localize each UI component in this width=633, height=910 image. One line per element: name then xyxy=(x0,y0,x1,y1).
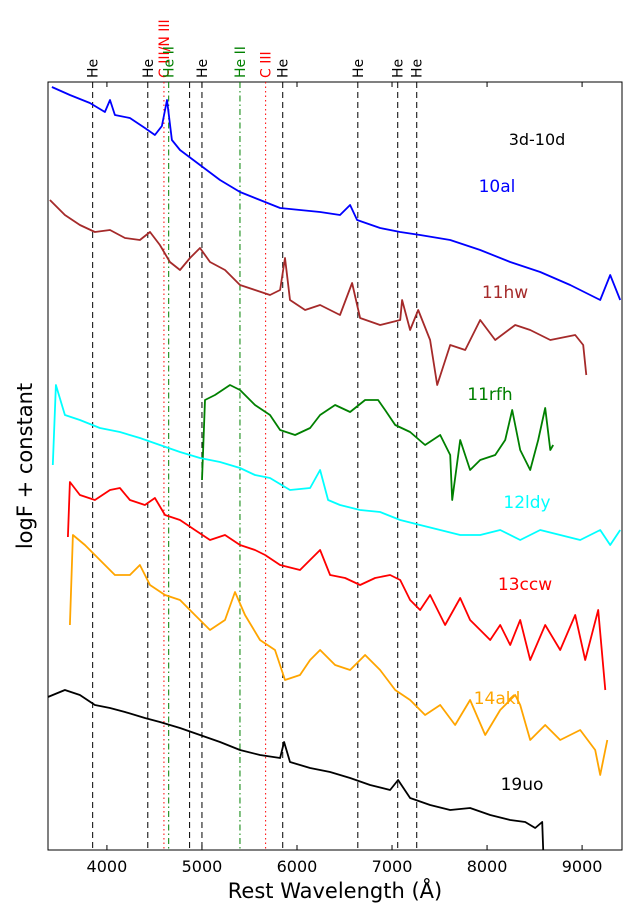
series-label: 14akl xyxy=(474,689,521,709)
line-label: He xyxy=(141,59,157,78)
series-label: 11hw xyxy=(482,283,528,303)
spectrum-line xyxy=(51,86,622,301)
y-axis-label: logF + constant xyxy=(13,383,37,549)
line-label: He xyxy=(195,59,211,78)
x-tick-label: 6000 xyxy=(277,857,318,876)
line-label: C III xyxy=(259,51,275,78)
spectrum-line xyxy=(49,199,588,386)
series-label: 11rfh xyxy=(467,385,512,405)
series-label: 12ldy xyxy=(503,493,550,513)
line-label: He II xyxy=(233,46,249,78)
spectrum-line xyxy=(47,689,545,851)
series-label: 10al xyxy=(479,177,516,197)
line-label: He xyxy=(86,59,102,78)
series-label: 13ccw xyxy=(498,575,552,595)
x-axis-label: Rest Wavelength (Å) xyxy=(228,877,442,903)
line-label: He xyxy=(391,59,407,78)
line-label: C III/N III xyxy=(157,19,173,78)
x-tick-label: 5000 xyxy=(182,857,223,876)
line-label: He xyxy=(276,59,292,78)
spectrum-line xyxy=(51,384,621,546)
x-tick-label: 9000 xyxy=(562,857,603,876)
line-label: He xyxy=(410,59,426,78)
line-label: He II xyxy=(162,46,178,78)
line-label: He xyxy=(351,59,367,78)
x-tick-label: 7000 xyxy=(372,857,413,876)
x-tick-label: 4000 xyxy=(87,857,128,876)
spectrum-line xyxy=(67,481,607,691)
plot-frame xyxy=(47,81,623,851)
series-label: 19uo xyxy=(501,775,544,795)
spectrum-line xyxy=(201,384,554,501)
spectrum-line xyxy=(69,534,609,776)
x-tick-label: 8000 xyxy=(467,857,508,876)
annotation: 3d-10d xyxy=(509,130,566,149)
